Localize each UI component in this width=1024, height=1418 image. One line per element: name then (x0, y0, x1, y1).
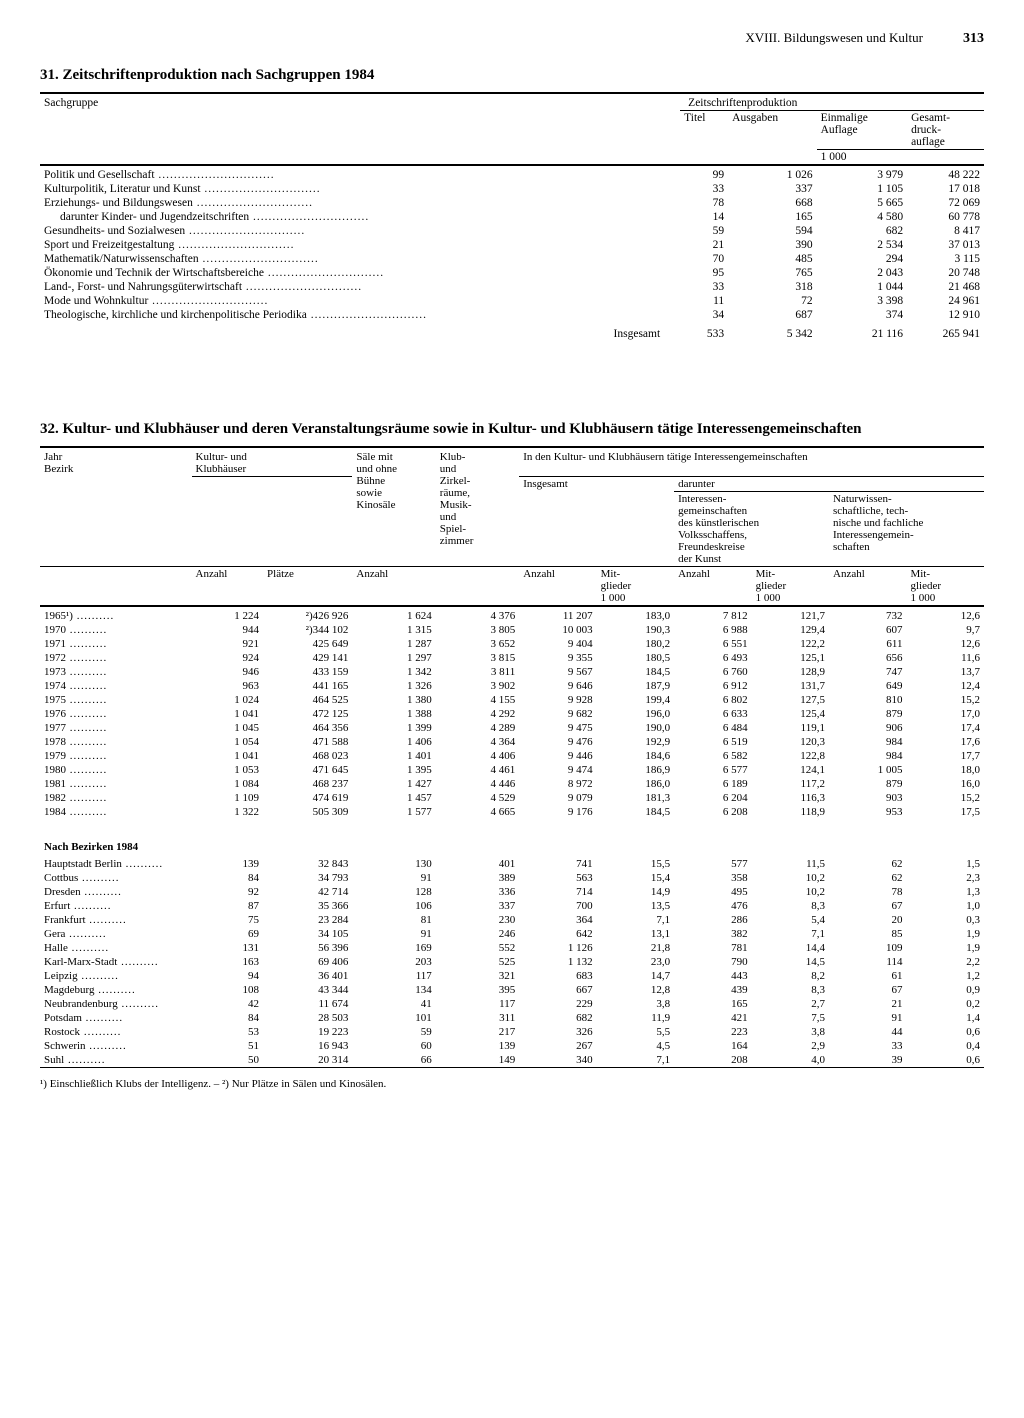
table-row: Theologische, kirchliche und kirchenpoli… (40, 308, 984, 322)
table-row: Mode und Wohnkultur11723 39824 961 (40, 294, 984, 308)
sub-anzahl-2: Anzahl (352, 567, 435, 607)
table-row: 1973946433 1591 3423 8119 567184,56 7601… (40, 665, 984, 679)
col-titel: Titel (680, 111, 728, 150)
table-row: Land-, Forst- und Nahrungsgüterwirtschaf… (40, 280, 984, 294)
table-row: Suhl5020 314661493407,12084,0390,6 (40, 1053, 984, 1068)
col-einmalige: Einmalige Auflage (817, 111, 907, 150)
table-row: Leipzig9436 40111732168314,74438,2611,2 (40, 969, 984, 983)
col-insgesamt: Insgesamt (519, 477, 674, 492)
sub-mitglieder-1: Mit- glieder 1 000 (597, 567, 674, 607)
col-saele: Säle mit und ohne Bühne sowie Kinosäle (352, 450, 435, 567)
sub-mitglieder-2: Mit- glieder 1 000 (752, 567, 829, 607)
page-number: 313 (963, 31, 984, 47)
table-row: Cottbus8434 7939138956315,435810,2622,3 (40, 871, 984, 885)
col-sachgruppe: Sachgruppe (40, 96, 680, 150)
col-natur: Naturwissen- schaftliche, tech- nische u… (829, 492, 984, 567)
table-row: Halle13156 3961695521 12621,878114,41091… (40, 941, 984, 955)
col-kk: Kultur- und Klubhäuser (192, 450, 353, 477)
bezirke-title: Nach Bezirken 1984 (40, 833, 984, 857)
table-row: 19751 024464 5251 3804 1559 928199,46 80… (40, 693, 984, 707)
table-row: Frankfurt7523 284812303647,12865,4200,3 (40, 913, 984, 927)
table-row: 1971921425 6491 2873 6529 404180,26 5511… (40, 637, 984, 651)
col-kunst: Interessen- gemeinschaften des künstleri… (674, 492, 829, 567)
table-row: 19781 054471 5881 4064 3649 476192,96 51… (40, 735, 984, 749)
table-row: Mathematik/Naturwissenschaften704852943 … (40, 252, 984, 266)
sub-plaetze: Plätze (263, 567, 352, 607)
table-row: Ökonomie und Technik der Wirtschaftsbere… (40, 266, 984, 280)
table-row: 1970944²)344 1021 3153 80510 003190,36 9… (40, 623, 984, 637)
table-row: 19821 109474 6191 4574 5299 079181,36 20… (40, 791, 984, 805)
table-row: 19791 041468 0231 4014 4069 446184,66 58… (40, 749, 984, 763)
table-row: Neubrandenburg4211 674411172293,81652,72… (40, 997, 984, 1011)
sub-anzahl-5: Anzahl (829, 567, 906, 607)
table-row: Hauptstadt Berlin13932 84313040174115,55… (40, 857, 984, 871)
unit-1000: 1 000 (817, 150, 984, 166)
total-gesamt: 265 941 (907, 322, 984, 341)
table-row: 1974963441 1651 3263 9029 646187,96 9121… (40, 679, 984, 693)
table-row: Sport und Freizeitgestaltung213902 53437… (40, 238, 984, 252)
table-row: 1965¹)1 224²)426 9261 6244 37611 207183,… (40, 609, 984, 623)
col-gesamt: Gesamt- druck- auflage (907, 111, 984, 150)
page-header: XVIII. Bildungswesen und Kultur 313 (40, 30, 984, 47)
table-row: Dresden9242 71412833671414,949510,2781,3 (40, 885, 984, 899)
total-label: Insgesamt (40, 322, 680, 341)
table-row: darunter Kinder- und Jugendzeitschriften… (40, 210, 984, 224)
table-row: 19801 053471 6451 3954 4619 474186,96 57… (40, 763, 984, 777)
total-titel: 533 (680, 322, 728, 341)
table-row: Erziehungs- und Bildungswesen786685 6657… (40, 196, 984, 210)
table-row: Rostock5319 223592173265,52233,8440,6 (40, 1025, 984, 1039)
table-row: 19841 322505 3091 5774 6659 176184,56 20… (40, 805, 984, 819)
table-row: Karl-Marx-Stadt16369 4062035251 13223,07… (40, 955, 984, 969)
table-row: 19811 084468 2371 4274 4468 972186,06 18… (40, 777, 984, 791)
sub-anzahl-4: Anzahl (674, 567, 751, 607)
table32-footnote: ¹) Einschließlich Klubs der Intelligenz.… (40, 1078, 984, 1090)
col-group: Zeitschriftenproduktion (680, 96, 984, 111)
table32-title: 32. Kultur- und Klubhäuser und deren Ver… (40, 421, 984, 438)
col-klub: Klub- und Zirkel- räume, Musik- und Spie… (436, 450, 519, 567)
table-row: Gesundheits- und Sozialwesen595946828 41… (40, 224, 984, 238)
sub-mitglieder-3: Mit- glieder 1 000 (906, 567, 984, 607)
sub-anzahl-1: Anzahl (192, 567, 264, 607)
col-jahr: Jahr Bezirk (40, 450, 192, 567)
col-ig-group: In den Kultur- und Klubhäusern tätige In… (519, 450, 984, 477)
table-row: Kulturpolitik, Literatur und Kunst333371… (40, 182, 984, 196)
total-einmalige: 21 116 (817, 322, 907, 341)
table-row: 19761 041472 1251 3884 2929 682196,06 63… (40, 707, 984, 721)
col-ausgaben: Ausgaben (728, 111, 816, 150)
table-row: Schwerin5116 943601392674,51642,9330,4 (40, 1039, 984, 1053)
table32: Jahr Bezirk Kultur- und Klubhäuser Säle … (40, 446, 984, 1070)
table-row: Politik und Gesellschaft991 0263 97948 2… (40, 168, 984, 182)
col-darunter: darunter (674, 477, 984, 492)
table-row: Potsdam8428 50310131168211,94217,5911,4 (40, 1011, 984, 1025)
table-row: 1972924429 1411 2973 8159 355180,56 4931… (40, 651, 984, 665)
chapter-title: XVIII. Bildungswesen und Kultur (745, 30, 923, 46)
sub-anzahl-3: Anzahl (519, 567, 596, 607)
table31-title: 31. Zeitschriftenproduktion nach Sachgru… (40, 67, 984, 84)
table-row: Magdeburg10843 34413439566712,84398,3670… (40, 983, 984, 997)
table-row: 19771 045464 3561 3994 2899 475190,06 48… (40, 721, 984, 735)
table-row: Gera6934 1059124664213,13827,1851,9 (40, 927, 984, 941)
table-row: Erfurt8735 36610633770013,54768,3671,0 (40, 899, 984, 913)
table31: Sachgruppe Zeitschriftenproduktion Titel… (40, 92, 984, 341)
total-ausgaben: 5 342 (728, 322, 816, 341)
